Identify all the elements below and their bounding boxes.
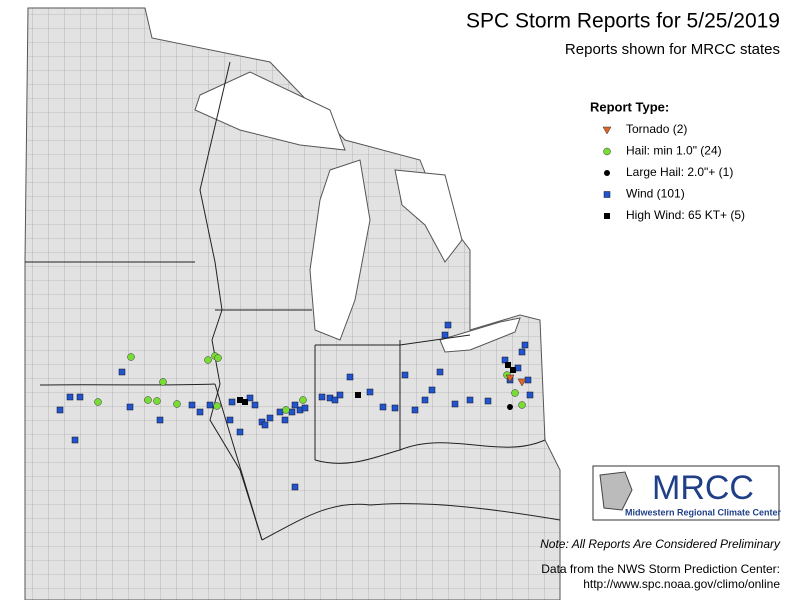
legend-label: Hail: min 1.0" (24) (626, 144, 722, 158)
hail-symbol (299, 396, 307, 404)
wind-symbol (56, 406, 64, 414)
wind-symbol (276, 408, 284, 416)
wind-symbol (518, 348, 526, 356)
wind-symbol (206, 401, 214, 409)
hail-symbol (518, 401, 526, 409)
wind-symbol (524, 376, 532, 384)
legend-label: Wind (101) (626, 187, 685, 201)
logo-name: MRCC (652, 469, 754, 507)
hail-symbol (94, 398, 102, 406)
wind-symbol (156, 416, 164, 424)
wind-symbol (71, 436, 79, 444)
large-hail-symbol (507, 404, 513, 410)
subtitle: Reports shown for MRCC states (565, 41, 780, 58)
lake-michigan (309, 159, 371, 341)
high-wind-symbol (510, 367, 516, 373)
hail-symbol (214, 354, 222, 362)
lake-huron (394, 169, 463, 263)
state-borders (25, 61, 561, 541)
tornado-symbol (505, 374, 515, 383)
wind-symbol (281, 416, 289, 424)
wind-symbol (391, 404, 399, 412)
land (24, 7, 561, 600)
large-hail-symbol (604, 170, 610, 176)
wind-symbol (266, 414, 274, 422)
wind-symbol (76, 393, 84, 401)
hail-symbol (159, 378, 167, 386)
note: Note: All Reports Are Considered Prelimi… (540, 537, 781, 551)
tornado-symbol (517, 378, 527, 387)
wind-symbol (466, 396, 474, 404)
wind-symbol (331, 396, 339, 404)
wind-symbol (251, 401, 259, 409)
wind-symbol (346, 373, 354, 381)
logo-icon (599, 471, 633, 511)
wind-symbol (526, 391, 534, 399)
wind-symbol (451, 400, 459, 408)
wind-symbol (226, 416, 234, 424)
wind-symbol (411, 406, 419, 414)
high-wind-symbol (505, 362, 511, 368)
high-wind-symbol (237, 397, 243, 403)
hail-symbol (173, 400, 181, 408)
wind-symbol (484, 397, 492, 405)
source: Data from the NWS Storm Prediction Cente… (541, 562, 780, 576)
wind-symbol (366, 388, 374, 396)
hail-symbol (153, 397, 161, 405)
wind-symbol (246, 394, 254, 402)
wind-symbol (521, 341, 529, 349)
high-wind-symbol (355, 392, 361, 398)
source-url: http://www.spc.noaa.gov/climo/online (583, 577, 780, 591)
high-wind-symbol (242, 399, 248, 405)
wind-symbol (428, 386, 436, 394)
wind-symbol (444, 321, 452, 329)
legend-label: Tornado (2) (626, 122, 687, 136)
wind-symbol (291, 401, 299, 409)
lake-erie (439, 317, 521, 353)
wind-symbol (236, 428, 244, 436)
wind-symbol (196, 408, 204, 416)
wind-symbol (261, 421, 269, 429)
wind-symbol (441, 331, 449, 339)
wind-symbol (379, 403, 387, 411)
hail-symbol (282, 406, 290, 414)
wind-symbol (436, 368, 444, 376)
wind-symbol (126, 403, 134, 411)
wind-symbol (288, 408, 296, 416)
wind-symbol (118, 368, 126, 376)
lake-superior (194, 71, 346, 151)
wind-symbol (603, 191, 611, 198)
wind-symbol (188, 401, 196, 409)
high-wind-symbol (604, 213, 610, 219)
wind-symbol (336, 391, 344, 399)
legend: Tornado (2) Hail: min 1.0" (24) Large Hail… (602, 122, 745, 222)
hail-symbol (204, 356, 212, 364)
wind-symbol (318, 393, 326, 401)
hail-symbol (213, 402, 221, 410)
legend-title: Report Type: (590, 99, 669, 114)
legend-label: High Wind: 65 KT+ (5) (626, 208, 745, 222)
hail-symbol (127, 353, 135, 361)
wind-symbol (291, 483, 299, 491)
hail-symbol (603, 147, 611, 156)
reports (56, 321, 534, 491)
tornado-symbol (602, 126, 612, 135)
hail-symbol (144, 396, 152, 404)
wind-symbol (421, 396, 429, 404)
wind-symbol (66, 393, 74, 401)
legend-label: Large Hail: 2.0"+ (1) (626, 165, 733, 179)
wind-symbol (401, 371, 409, 379)
wind-symbol (301, 404, 309, 412)
hail-symbol (511, 389, 519, 397)
wind-symbol (228, 398, 236, 406)
logo: MRCC Midwestern Regional Climate Center (592, 465, 782, 521)
logo-full-name: Midwestern Regional Climate Center (625, 507, 782, 517)
title: SPC Storm Reports for 5/25/2019 (466, 10, 780, 33)
